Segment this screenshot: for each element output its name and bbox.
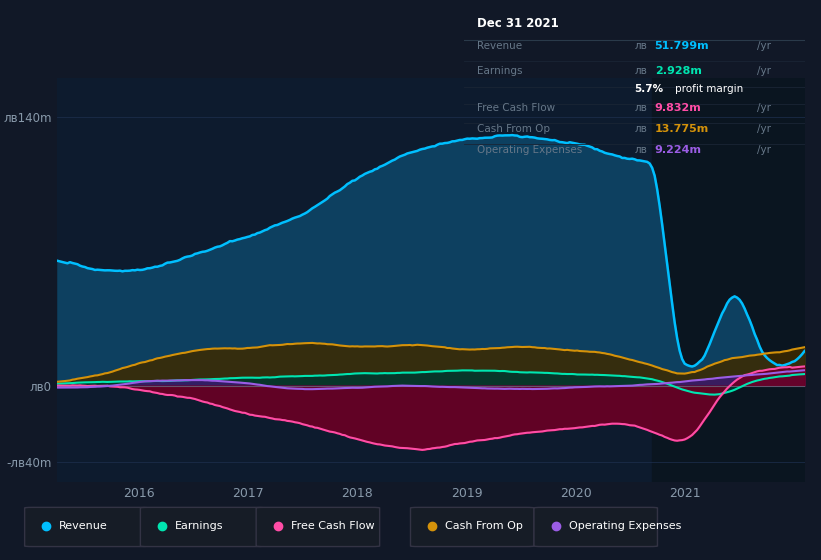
Text: Cash From Op: Cash From Op — [478, 124, 551, 134]
Text: Earnings: Earnings — [478, 67, 523, 76]
FancyBboxPatch shape — [140, 507, 264, 547]
Text: лв: лв — [635, 144, 647, 155]
Text: 13.775m: 13.775m — [654, 124, 709, 134]
Text: /yr: /yr — [757, 67, 771, 76]
FancyBboxPatch shape — [256, 507, 379, 547]
FancyBboxPatch shape — [25, 507, 148, 547]
Text: 2.928m: 2.928m — [654, 67, 701, 76]
Text: лв: лв — [635, 67, 647, 76]
Text: Operating Expenses: Operating Expenses — [478, 144, 583, 155]
Text: Revenue: Revenue — [59, 521, 108, 531]
Text: 9.224m: 9.224m — [654, 144, 702, 155]
Text: Cash From Op: Cash From Op — [445, 521, 523, 531]
Text: Free Cash Flow: Free Cash Flow — [291, 521, 374, 531]
Text: лв: лв — [635, 124, 647, 134]
Text: /yr: /yr — [757, 41, 771, 51]
Text: Dec 31 2021: Dec 31 2021 — [478, 17, 559, 30]
Text: Earnings: Earnings — [175, 521, 223, 531]
Text: Revenue: Revenue — [478, 41, 523, 51]
Text: /yr: /yr — [757, 144, 771, 155]
FancyBboxPatch shape — [534, 507, 658, 547]
Text: Operating Expenses: Operating Expenses — [569, 521, 681, 531]
Text: 9.832m: 9.832m — [654, 103, 701, 113]
Text: 51.799m: 51.799m — [654, 41, 709, 51]
Text: 5.7%: 5.7% — [635, 84, 663, 94]
Text: лв: лв — [635, 41, 647, 51]
Text: /yr: /yr — [757, 103, 771, 113]
FancyBboxPatch shape — [410, 507, 534, 547]
Text: лв: лв — [635, 103, 647, 113]
Text: Free Cash Flow: Free Cash Flow — [478, 103, 556, 113]
Bar — [652, 78, 805, 482]
Text: profit margin: profit margin — [675, 84, 743, 94]
Text: /yr: /yr — [757, 124, 771, 134]
